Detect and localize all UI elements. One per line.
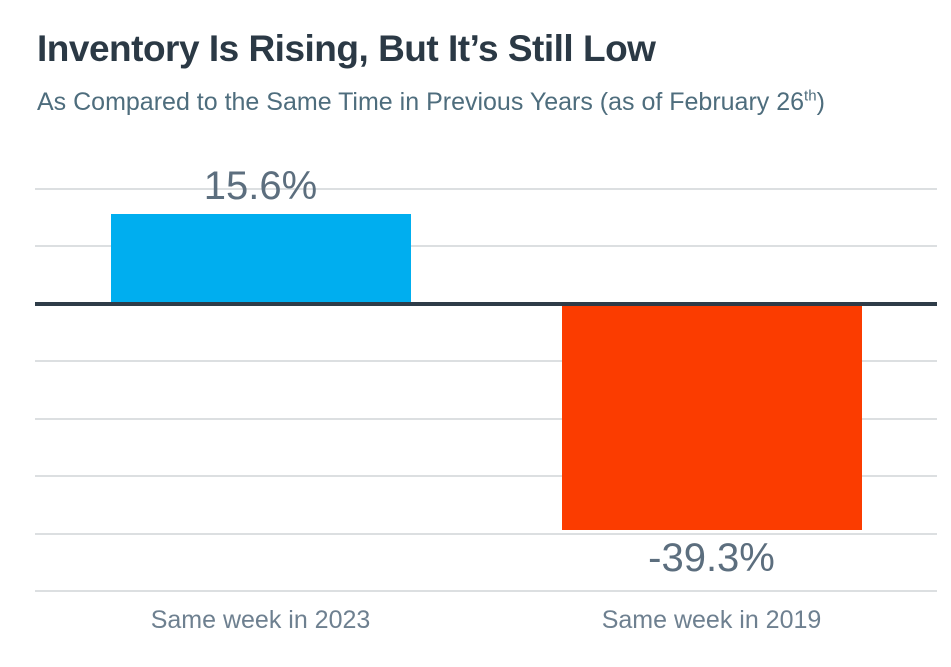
gridline [35,590,937,592]
chart-subtitle-close-paren: ) [816,88,825,116]
gridline [35,532,937,535]
gridline [35,188,937,190]
category-label-same-week-in-2023: Same week in 2023 [150,606,371,634]
value-label-same-week-in-2023: 15.6% [203,164,318,209]
chart-title: Inventory Is Rising, But It’s Still Low [37,28,656,69]
bar-same-week-in-2019 [561,305,862,530]
chart-subtitle-text: As Compared to the Same Time in Previous… [37,88,805,116]
gridline [35,360,937,363]
bar-same-week-in-2023 [110,214,411,302]
value-label-same-week-in-2019: -39.3% [648,535,775,580]
chart-subtitle-superscript: th [804,87,817,105]
gridline [35,475,937,478]
bar-chart-plot-area: 15.6% Same week in 2023 -39.3% Same week in… [35,164,937,634]
category-label-same-week-in-2019: Same week in 2019 [601,606,822,634]
gridline [35,417,937,420]
zero-axis-line [35,301,937,306]
gridline [35,245,937,248]
chart-subtitle: As Compared to the Same Time in Previous… [37,88,825,117]
